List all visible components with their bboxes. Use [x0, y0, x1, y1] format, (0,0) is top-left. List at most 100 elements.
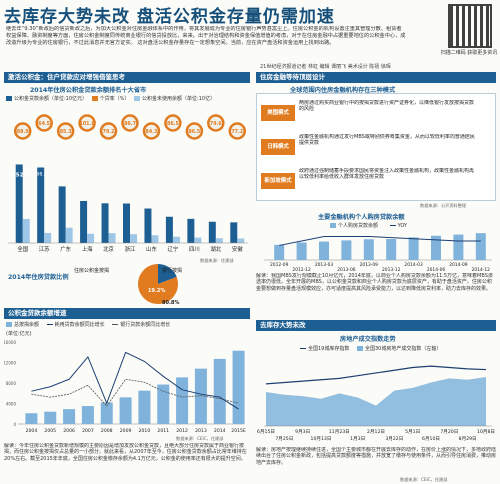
line-series-growth2	[31, 378, 239, 407]
model-text-us: 两房通过购买商业银行中的按揭贷款进行资产证券化，以降低银行发放按揭贷款的风险	[299, 100, 475, 113]
rate-circle	[228, 122, 247, 140]
bar-total	[81, 406, 94, 424]
intro-paragraph: 继去年“9.30”新政后的信贷新政之后，为加大公积金对住房金融体系中的作用，将其…	[6, 26, 406, 46]
reform-source: 数据来源：公开资料整理	[420, 203, 467, 208]
legend-swatch-growth2	[112, 323, 119, 326]
pie-title: 2014年住房贷款比例	[8, 274, 69, 281]
housing-note: 解读：房地产按理继续持续住进，全国个主要城市都在开展去库存的动作，在房价上涨的情…	[256, 447, 496, 466]
y-tick: 12000	[4, 361, 16, 366]
y-tick: 0	[13, 422, 16, 427]
legend-mortgage: 个人购房贷款余额	[338, 223, 379, 229]
legend-swatch-loan	[6, 96, 12, 101]
category-label: 浙江	[125, 245, 136, 253]
bar-unused	[44, 232, 52, 243]
category-label: 2013-06	[337, 267, 356, 272]
area-series-deals	[266, 377, 486, 426]
rate-label: 79.2	[103, 129, 115, 135]
bar-total	[100, 402, 113, 424]
bar-unused	[151, 235, 159, 243]
intro-paragraph-2: 这对盘活公积金存量存在一定想象空间。当前，应在资产盘活和资金运用上找到出路。	[137, 40, 335, 46]
pie-value: 80.8%	[162, 300, 179, 306]
rate-label: 84.3	[146, 129, 158, 135]
category-label: 2011	[157, 428, 169, 434]
category-label: 10月13日	[311, 436, 332, 442]
model-tag-jk: 日韩模式	[261, 139, 295, 155]
bar-loan	[230, 222, 238, 243]
category-label: 8月29日	[459, 436, 477, 442]
category-label: 江苏	[39, 245, 50, 253]
category-label: 山东	[146, 245, 157, 253]
category-label: 9月3日	[295, 429, 310, 435]
panel2-note: 解读：今年住房公积金贷款新增规模的主要原因是增加发放公积金贷款，且绝大部分住房贷…	[4, 443, 247, 462]
category-label: 2013-12	[382, 267, 401, 272]
housing-legend: 全国19城库存指数 全国30城房地产成交指数（左轴）	[300, 345, 441, 352]
legend-deals: 全国30城房地产成交指数（左轴）	[364, 346, 442, 352]
category-label: 7月20日	[440, 429, 458, 435]
rate-circle	[185, 122, 204, 140]
model-tag-us: 美国模式	[261, 105, 295, 121]
right-bottom-section-bar: 去库存大势未改	[256, 320, 496, 331]
category-label: 广东	[60, 245, 71, 253]
category-label: 2013	[195, 428, 207, 434]
bar-mortgage	[296, 242, 307, 260]
bar-loan	[144, 208, 152, 243]
legend-yoy: YOY	[397, 223, 408, 229]
category-label: 2007	[82, 428, 94, 434]
bar-total	[232, 350, 245, 424]
headline: 去库存大势未改 盘活公积金存量仍需加速	[4, 7, 335, 27]
housing-index-chart: 6月15日7月25日9月3日10月13日11月23日1月3日2月12日3月22日…	[257, 365, 495, 442]
bar-unused	[108, 233, 116, 243]
legend-inventory: 全国19城库存指数	[308, 346, 350, 352]
rate-label: 77.2	[231, 129, 243, 135]
legend-swatch-yoy	[389, 224, 396, 227]
bar-unused	[215, 238, 223, 243]
byline: 21世纪经济报道记者 林虹 编辑 谭丽飞 美术设计 陈禧 徐晖	[260, 64, 391, 70]
bar-total	[213, 358, 226, 424]
intro-text: 继去年“9.30”新政后的信贷新政之后，为加大公积金对住房金融体系中的作用，将其…	[6, 26, 406, 60]
province-loan-chart: 全国 88.9 江苏 64.5 广东 85.3 上海 101.8 北京 79.2 浙江 86.7 山东 8…	[8, 114, 248, 253]
category-label: 6月10日	[422, 436, 440, 442]
rate-label: 88.9	[17, 129, 29, 135]
legend-swatch-deals	[356, 346, 363, 351]
bar-mortgage	[475, 233, 486, 260]
mortgage-title: 主要金融机构个人购房贷款余额	[318, 214, 405, 221]
category-label: 辽宁	[168, 245, 179, 253]
bar-total	[157, 384, 170, 424]
rate-label: 64.5	[38, 121, 50, 127]
pie-slice	[138, 264, 178, 304]
mortgage-legend: 个人购房贷款余额 YOY	[330, 222, 407, 229]
category-label: 2014	[214, 428, 226, 434]
right-section-bar: 住房金融等待顶层设计	[256, 72, 496, 83]
category-label: 2012-12	[292, 267, 311, 272]
bar-unused	[87, 233, 95, 243]
legend-swatch-total	[6, 322, 12, 327]
bar-total	[25, 413, 38, 424]
category-label: 2012	[176, 428, 188, 434]
bar-loan	[37, 167, 45, 243]
legend-growth2: 银行贷款余额同比增长	[120, 322, 171, 328]
category-label: 全国	[17, 245, 28, 253]
qr-code-icon[interactable]	[448, 4, 492, 48]
bar-total	[176, 377, 189, 424]
rate-circle	[142, 122, 161, 140]
bar-unused	[65, 227, 73, 243]
rate-circle	[164, 114, 182, 132]
bar-mortgage	[431, 235, 441, 260]
category-label: 6月15日	[257, 429, 275, 435]
panel1-title: 2014年住房公积金贷款余额排名十大省市	[30, 87, 147, 94]
bar-total	[194, 368, 207, 424]
category-label: 2009	[120, 428, 132, 434]
model-text-jk: 政策性金融机构通过发行MBS或特别债券筹集资金，从而以较低利率向普通居民提供贷款	[299, 134, 475, 147]
bar-unused	[130, 234, 137, 243]
category-label: 2015E	[231, 428, 246, 434]
bar-loan	[165, 216, 173, 243]
legend-rate: 个贷率（%）	[99, 96, 130, 102]
category-label: 1月3日	[350, 436, 365, 442]
line-series-growth1	[31, 351, 239, 410]
rate-label: 101.8	[79, 121, 95, 127]
bar-total	[138, 390, 151, 424]
category-label: 2004	[26, 428, 38, 434]
legend-total: 总按揭余额	[14, 322, 40, 328]
bar-total	[119, 397, 132, 424]
footnote: 数据来源：CEIC，住建部	[400, 477, 448, 482]
